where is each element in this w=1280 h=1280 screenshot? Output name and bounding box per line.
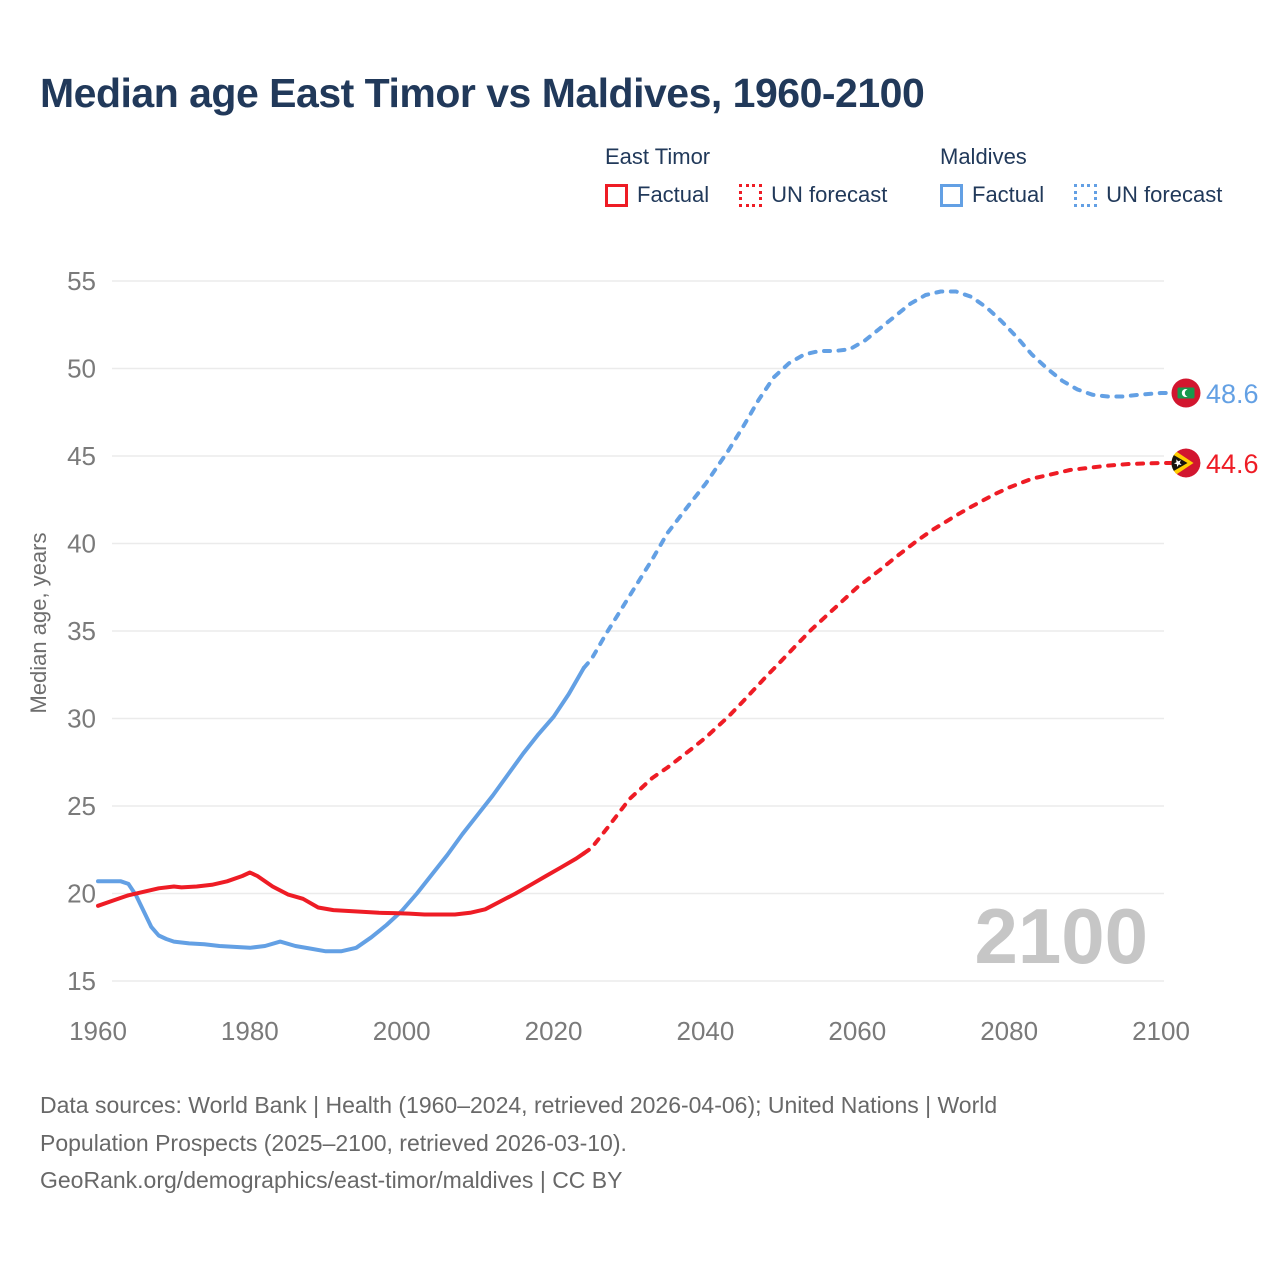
footer-line: GeoRank.org/demographics/east-timor/mald…	[40, 1167, 623, 1193]
legend-group-maldives-label: Maldives	[940, 144, 1027, 169]
end-annotations: 48.6 44.6	[1171, 378, 1259, 479]
maldives-end-value-label: 48.6	[1206, 379, 1259, 409]
legend-group-maldives: Maldives Factual UN forecast	[940, 144, 1222, 208]
series-lines	[96, 289, 1175, 954]
x-tick-label: 2060	[828, 1016, 886, 1046]
y-tick-label: 35	[67, 616, 96, 646]
y-tick-label: 50	[67, 354, 96, 384]
watermark-year: 2100	[974, 892, 1148, 980]
x-tick-label: 2100	[1132, 1016, 1190, 1046]
footer-line: Population Prospects (2025–2100, retriev…	[40, 1129, 627, 1156]
axis-labels: 15 20 25 30 35 40 45 50 55 1960 1980 2000 2020 2040 20…	[67, 266, 1190, 1046]
x-tick-label: 2040	[677, 1016, 735, 1046]
east-timor-flag-star	[1173, 459, 1182, 468]
legend-group-east-timor-label: East Timor	[605, 144, 711, 169]
east-timor-end-value-label: 44.6	[1206, 449, 1259, 479]
maldives-un-forecast-line	[581, 289, 1175, 670]
legend-item-label: UN forecast	[771, 182, 888, 207]
maldives-factual-line	[96, 665, 586, 954]
maldives-flag-icon	[1171, 378, 1201, 408]
legend-item-label: UN forecast	[1106, 182, 1223, 207]
east-timor-un-forecast-line	[581, 461, 1175, 856]
x-tick-label: 2080	[980, 1016, 1038, 1046]
chart-title: Median age East Timor vs Maldives, 1960-…	[40, 70, 925, 116]
maldives-factual-swatch-icon	[940, 183, 963, 207]
y-tick-label: 25	[67, 791, 96, 821]
legend-item-label: Factual	[972, 182, 1045, 207]
legend: East Timor Factual UN forecast Maldives …	[0, 144, 1280, 224]
legend-item-maldives-factual[interactable]: Factual	[940, 182, 1044, 208]
east-timor-factual-line	[96, 851, 586, 917]
legend-item-east-timor-forecast[interactable]: UN forecast	[739, 182, 887, 208]
footer-line: Data sources: World Bank | Health (1960–…	[40, 1092, 998, 1118]
y-tick-label: 55	[67, 266, 96, 296]
y-tick-label: 20	[67, 879, 96, 909]
y-tick-label: 30	[67, 704, 96, 734]
y-tick-label: 45	[67, 441, 96, 471]
legend-row-maldives: Factual UN forecast	[940, 182, 1222, 208]
legend-item-maldives-forecast[interactable]: UN forecast	[1074, 182, 1222, 208]
east-timor-flag-icon	[1171, 448, 1201, 478]
x-tick-label: 2020	[525, 1016, 583, 1046]
maldives-forecast-swatch-icon	[1074, 183, 1098, 207]
east-timor-forecast-swatch-icon	[739, 183, 763, 207]
y-tick-label: 15	[67, 966, 96, 996]
x-tick-label: 1980	[221, 1016, 279, 1046]
y-tick-label: 40	[67, 529, 96, 559]
data-sources-footer: Data sources: World Bank | Health (1960–…	[40, 1087, 1200, 1200]
legend-row-east-timor: Factual UN forecast	[605, 182, 887, 208]
x-tick-label: 2000	[373, 1016, 431, 1046]
east-timor-flag-group	[1171, 448, 1201, 478]
y-axis-title: Median age, years	[26, 533, 51, 714]
east-timor-factual-swatch-icon	[605, 183, 628, 207]
legend-group-east-timor: East Timor Factual UN forecast	[605, 144, 887, 208]
legend-item-east-timor-factual[interactable]: Factual	[605, 182, 709, 208]
x-tick-label: 1960	[69, 1016, 127, 1046]
maldives-flag-crescent-cut	[1184, 389, 1193, 397]
legend-item-label: Factual	[637, 182, 710, 207]
gridlines	[112, 280, 1164, 982]
